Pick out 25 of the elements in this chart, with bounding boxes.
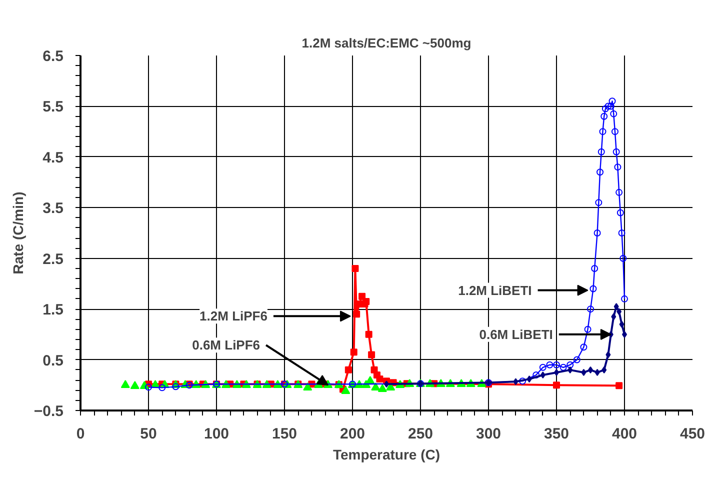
x-tick-label: 0 [76, 426, 85, 442]
x-tick-label: 400 [612, 426, 638, 442]
annotation: 1.2M LiBETI [458, 282, 532, 298]
y-axis-title: Rate (C/min) [10, 192, 26, 274]
chart-title: 1.2M salts/EC:EMC ~500mg [302, 36, 472, 50]
y-tick-label: −0.5 [34, 403, 64, 420]
annotation: 0.6M LiPF6 [192, 338, 260, 353]
x-tick-label: 450 [680, 426, 706, 442]
x-tick-label: 350 [544, 426, 570, 442]
x-tick-label: 50 [140, 426, 157, 442]
x-tick-label: 150 [272, 426, 298, 442]
x-tick-label: 300 [476, 426, 502, 442]
y-tick-label: 4.5 [42, 149, 64, 166]
y-tick-label: 5.5 [42, 98, 64, 116]
y-tick-label: 1.5 [42, 302, 64, 319]
annotation: 1.2M LiPF6 [200, 308, 268, 324]
y-tick-label: 6.5 [42, 48, 64, 65]
annotation: 0.6M LiBETI [479, 326, 553, 342]
x-tick-label: 100 [204, 426, 230, 442]
y-tick-label: 3.5 [42, 200, 64, 218]
y-tick-label: 0.5 [42, 352, 64, 370]
x-tick-label: 250 [408, 426, 434, 442]
x-axis-title: Temperature (C) [332, 446, 440, 462]
x-tick-label: 200 [340, 426, 366, 442]
y-tick-label: 2.5 [42, 250, 64, 268]
